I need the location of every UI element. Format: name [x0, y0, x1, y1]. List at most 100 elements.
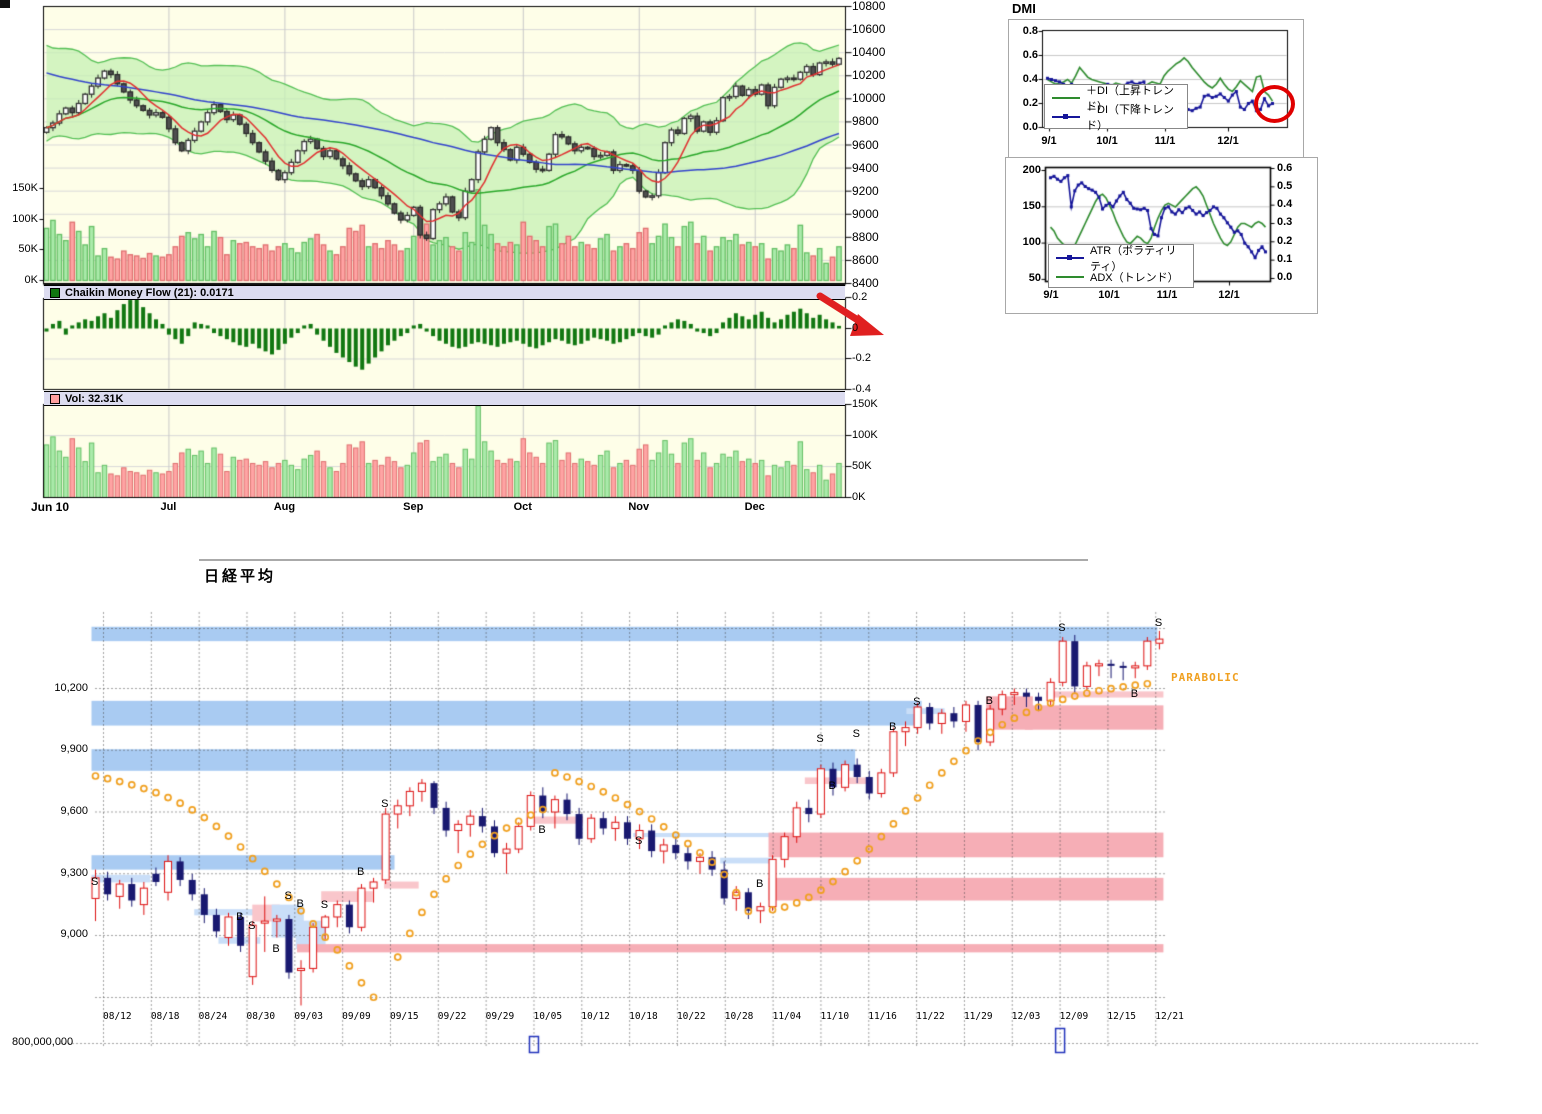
price-axis-label: 9800: [852, 114, 879, 129]
dmi-title: DMI: [1012, 1, 1036, 16]
price-axis-label: 9200: [852, 183, 879, 198]
dmi-x-tick: 10/1: [1096, 134, 1118, 147]
sell-signal-marker: S: [248, 919, 256, 932]
atr-right-tick: 0.5: [1277, 179, 1293, 192]
volume-left-axis-label: 100K: [12, 212, 38, 225]
buy-signal-marker: B: [985, 695, 993, 708]
nikkei-date-label: 11/16: [868, 1011, 897, 1023]
sell-signal-marker: S: [1058, 622, 1066, 635]
cmf-axis-label: 0: [852, 321, 859, 334]
sell-signal-marker: S: [381, 798, 389, 811]
parabolic-label: PARABOLIC: [1171, 671, 1240, 684]
buy-signal-marker: B: [236, 910, 244, 923]
price-axis-label: 9400: [852, 160, 879, 175]
nikkei-y-axis-label: 10,200: [54, 681, 88, 694]
nikkei-y-axis-label: 9,000: [60, 928, 88, 941]
month-label: Jun 10: [30, 500, 69, 514]
nikkei-date-label: 08/24: [198, 1011, 228, 1023]
atr-right-tick: 0.3: [1277, 216, 1293, 229]
buy-signal-marker: B: [356, 866, 365, 879]
buy-signal-marker: B: [888, 721, 897, 734]
volume-axis-label: 0K: [852, 490, 866, 503]
nikkei-date-label: 10/18: [629, 1011, 658, 1023]
atr-x-tick: 10/1: [1098, 288, 1120, 301]
buy-signal-marker: B: [755, 877, 764, 890]
atr-right-tick: 0.0: [1277, 271, 1293, 284]
nikkei-date-label: 11/04: [772, 1011, 802, 1023]
atr-right-tick: 0.1: [1277, 253, 1293, 266]
red-circle-annotation-icon: [1254, 85, 1295, 123]
volume-left-axis-label: 50K: [18, 242, 38, 255]
atr-legend-atr: ATR（ボラティリティ）: [1055, 245, 1187, 273]
price-axis-label: 8800: [852, 229, 879, 244]
sell-signal-marker: S: [1154, 617, 1163, 630]
atr-x-tick: 9/1: [1043, 288, 1059, 301]
minus-di-line-icon: [1052, 113, 1080, 119]
red-arrow-annotation-icon: [816, 292, 884, 336]
cmf-axis-label: -0.2: [852, 351, 871, 364]
atr-legend: ATR（ボラティリティ） ADX（トレンド）: [1048, 244, 1194, 288]
month-label: Dec: [744, 500, 765, 513]
sell-signal-marker: S: [913, 696, 921, 709]
nikkei-date-label: 10/22: [676, 1011, 706, 1023]
nikkei-volume-axis-label: 800,000,000: [12, 1036, 74, 1048]
volume-swatch-icon: [50, 393, 60, 404]
dmi-y-tick: 0.4: [1022, 72, 1038, 85]
nikkei-date-label: 12/21: [1155, 1011, 1184, 1023]
atr-x-tick: 12/1: [1218, 288, 1240, 301]
sell-signal-marker: S: [816, 733, 824, 746]
nikkei-date-label: 08/18: [150, 1011, 180, 1023]
dmi-y-tick: 0.8: [1022, 24, 1038, 37]
nikkei-date-label: 12/15: [1107, 1011, 1137, 1023]
dmi-legend: ＋DI（上昇トレンド） －DI（下降トレンド）: [1044, 84, 1188, 132]
price-axis-label: 8600: [852, 252, 879, 267]
dmi-x-tick: 11/1: [1154, 134, 1176, 147]
sell-signal-marker: S: [91, 875, 99, 888]
nikkei-date-label: 09/03: [294, 1011, 323, 1023]
nikkei-y-axis-label: 9,600: [60, 804, 88, 817]
buy-signal-marker: B: [1130, 688, 1139, 701]
price-axis-label: 9000: [852, 206, 879, 221]
buy-signal-marker: B: [538, 824, 546, 837]
nikkei-date-label: 08/30: [246, 1011, 276, 1023]
nikkei-date-label: 12/03: [1011, 1011, 1041, 1023]
atr-left-tick: 150: [1022, 199, 1041, 212]
dmi-legend-plus-di: ＋DI（上昇トレンド）: [1051, 85, 1181, 113]
nikkei-date-label: 08/12: [103, 1011, 132, 1023]
adx-line-icon: [1056, 275, 1084, 278]
price-axis-label: 10400: [852, 45, 886, 60]
month-label: Sep: [403, 500, 424, 513]
dmi-y-tick: 0.6: [1022, 48, 1038, 61]
dmi-y-tick: 0.0: [1022, 120, 1038, 133]
nikkei-date-label: 12/09: [1059, 1011, 1089, 1023]
atr-right-tick: 0.2: [1277, 234, 1293, 247]
buy-signal-marker: B: [296, 898, 304, 911]
atr-outer-box: [1005, 157, 1318, 314]
volume-panel-header: Vol: 32.31K: [44, 391, 845, 406]
sell-signal-marker: S: [635, 835, 643, 848]
nikkei-date-label: 09/15: [389, 1011, 419, 1023]
nikkei-date-label: 10/05: [533, 1011, 563, 1023]
plus-di-line-icon: [1052, 96, 1080, 99]
volume-label: Vol: 32.31K: [65, 392, 124, 405]
cmf-panel-header: Chaikin Money Flow (21): 0.0171: [44, 285, 845, 300]
atr-legend-adx: ADX（トレンド）: [1055, 267, 1187, 286]
dmi-x-tick: 9/1: [1041, 134, 1057, 147]
price-axis-label: 8400: [852, 276, 879, 290]
volume-left-axis-label: 150K: [12, 181, 38, 194]
nikkei-title-rule: [199, 559, 1088, 561]
volume-left-axis-label: 0K: [24, 273, 38, 286]
atr-x-tick: 11/1: [1156, 288, 1178, 301]
cmf-swatch-icon: [50, 287, 60, 298]
nikkei-y-axis-label: 9,900: [60, 743, 88, 756]
volume-axis-label: 50K: [852, 459, 872, 472]
month-label: Jul: [160, 500, 177, 513]
dmi-legend-minus-di: －DI（下降トレンド）: [1051, 104, 1181, 132]
nikkei-title: 日経平均: [204, 568, 277, 585]
buy-signal-marker: B: [828, 779, 836, 792]
nikkei-date-label: 09/09: [342, 1011, 371, 1023]
sell-signal-marker: S: [284, 889, 292, 902]
cmf-axis-label: -0.4: [852, 382, 871, 395]
cmf-axis-label: 0.2: [852, 290, 868, 303]
